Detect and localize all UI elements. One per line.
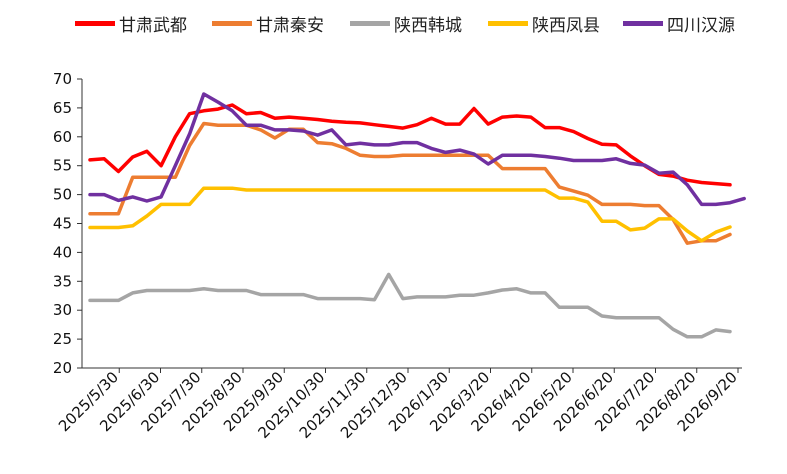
y-tick-label: 40 [53,243,72,261]
series-line-4 [88,186,732,243]
y-tick-label: 55 [53,157,72,175]
legend-swatch-series-3 [350,20,390,26]
legend-label-series-4: 陕西凤县 [532,15,600,36]
y-tick-label: 50 [53,186,72,204]
series-lines [88,92,746,339]
series-line-5 [88,92,746,207]
y-tick-label: 30 [53,301,72,319]
y-axis: 20 25 30 35 40 45 50 55 60 65 70 [53,70,83,377]
legend-label-series-5: 四川汉源 [667,15,735,36]
legend-item-series-1: 甘肃武都 [75,10,187,36]
series-line-2 [88,121,732,245]
x-axis: 2025/5/302025/6/302025/7/302025/8/302025… [55,367,742,442]
series-line-3 [88,272,732,339]
legend-item-series-5: 四川汉源 [623,10,735,36]
legend-label-series-1: 甘肃武都 [119,15,187,36]
y-tick-label: 45 [53,215,72,233]
y-tick-label: 35 [53,272,72,290]
legend-swatch-series-5 [623,20,663,26]
legend-swatch-series-2 [212,20,252,26]
legend-item-series-2: 甘肃秦安 [212,10,324,36]
legend-swatch-series-4 [488,20,528,26]
legend-label-series-2: 甘肃秦安 [256,15,324,36]
legend-item-series-3: 陕西韩城 [350,10,462,36]
y-tick-label: 20 [53,359,72,377]
y-tick-label: 60 [53,128,72,146]
y-tick-label: 65 [53,99,72,117]
legend-label-series-3: 陕西韩城 [394,15,462,36]
legend-item-series-4: 陕西凤县 [488,10,600,36]
y-tick-label: 70 [53,70,72,88]
legend-swatch-series-1 [75,20,115,26]
y-tick-label: 25 [53,330,72,348]
